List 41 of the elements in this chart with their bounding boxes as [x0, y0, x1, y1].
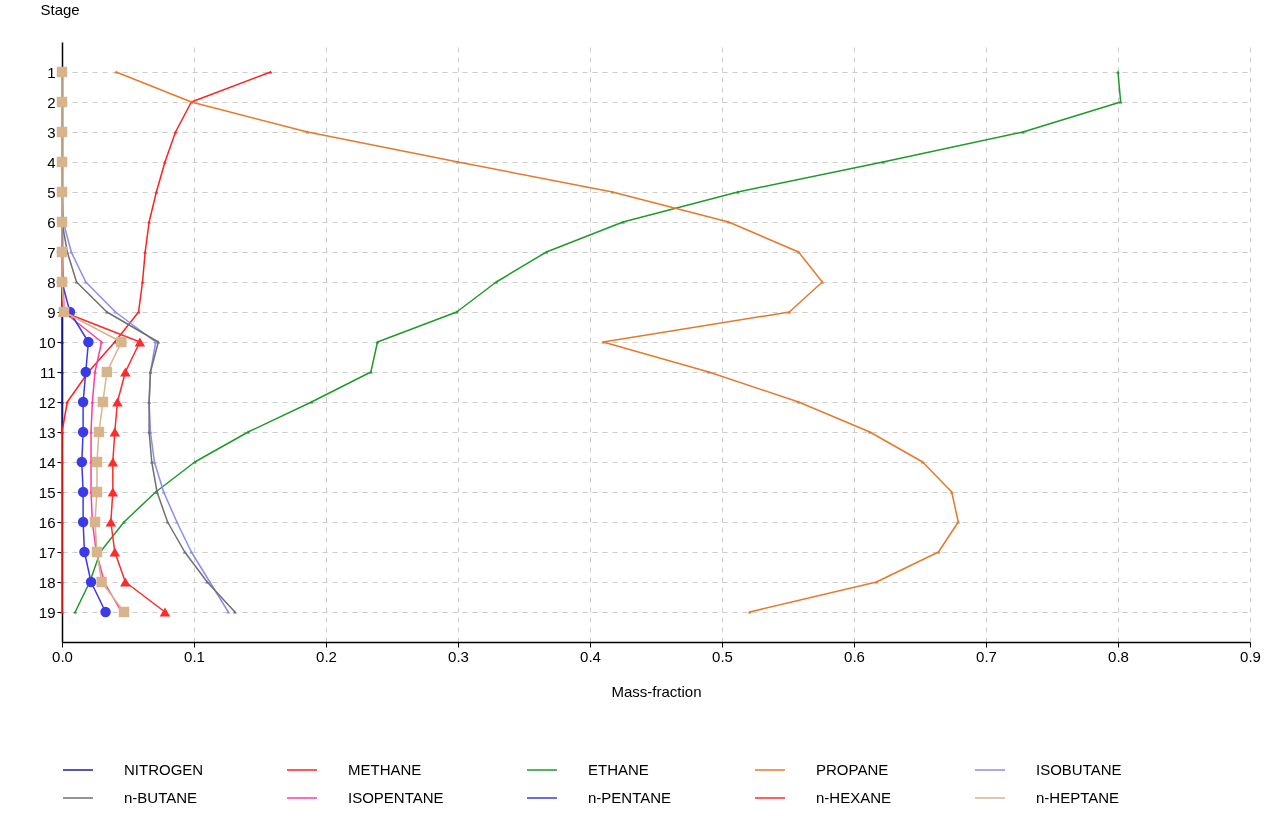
- y-tick-label: 3: [47, 123, 56, 141]
- y-tick-label: 10: [38, 333, 56, 351]
- y-tick-label: 4: [47, 153, 56, 171]
- y-tick-label: 17: [38, 543, 56, 561]
- y-tick-label: 13: [38, 423, 56, 441]
- legend-label: NITROGEN: [124, 761, 204, 778]
- y-tick-label: 12: [38, 393, 56, 411]
- y-tick-label: 2: [47, 93, 56, 111]
- y-tick-label: 1: [47, 63, 56, 81]
- x-tick-label: 0.0: [52, 647, 73, 665]
- x-axis-title: Mass-fraction: [611, 682, 702, 700]
- legend-label: ISOBUTANE: [1036, 761, 1122, 778]
- y-tick-label: 16: [38, 513, 56, 531]
- y-tick-label: 15: [38, 483, 56, 501]
- x-tick-label: 0.2: [316, 647, 337, 665]
- y-tick-label: 6: [47, 213, 56, 231]
- y-tick-label: 11: [39, 363, 56, 381]
- legend-label: n-PENTANE: [588, 789, 672, 806]
- legend-label: ISOPENTANE: [348, 789, 444, 806]
- legend-label: METHANE: [348, 761, 422, 778]
- x-tick-label: 0.8: [1108, 647, 1129, 665]
- y-axis-title: Stage: [40, 0, 80, 18]
- x-tick-label: 0.9: [1240, 647, 1261, 665]
- x-tick-label: 0.1: [184, 647, 205, 665]
- y-tick-label: 18: [38, 573, 56, 591]
- legend-label: n-BUTANE: [124, 789, 198, 806]
- y-tick-label: 19: [38, 603, 56, 621]
- y-tick-label: 8: [47, 273, 56, 291]
- legend-label: n-HEXANE: [816, 789, 892, 806]
- legend-label: n-HEPTANE: [1036, 789, 1120, 806]
- x-tick-label: 0.4: [580, 647, 601, 665]
- x-tick-label: 0.3: [448, 647, 469, 665]
- x-tick-label: 0.5: [712, 647, 733, 665]
- x-tick-label: 0.6: [844, 647, 865, 665]
- x-tick-label: 0.7: [976, 647, 997, 665]
- legend-label: PROPANE: [816, 761, 889, 778]
- y-tick-label: 14: [38, 453, 56, 471]
- legend-label: ETHANE: [588, 761, 649, 778]
- y-tick-label: 5: [47, 183, 56, 201]
- y-tick-label: 9: [47, 303, 56, 321]
- y-tick-label: 7: [47, 243, 56, 261]
